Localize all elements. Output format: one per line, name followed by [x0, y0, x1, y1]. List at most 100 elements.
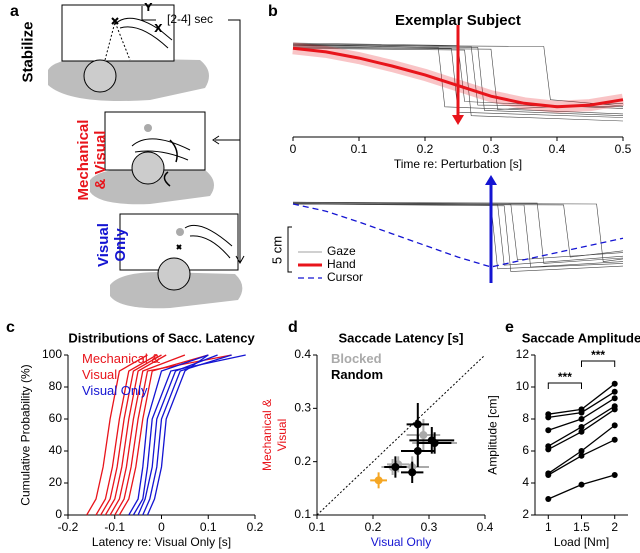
event-arrow-head [485, 175, 497, 185]
x-tick-label: 2 [611, 520, 618, 534]
arrow-heads [212, 135, 245, 265]
chart-title: Exemplar Subject [395, 12, 521, 29]
point [430, 439, 439, 447]
panel-label: e [505, 319, 514, 336]
screen [61, 4, 175, 62]
schematic: Y X [48, 2, 245, 309]
marker [545, 446, 552, 453]
trace [292, 201, 624, 266]
trace [86, 354, 148, 516]
axes-icon [141, 6, 156, 21]
x-tick-label: -0.1 [104, 520, 125, 534]
marker [611, 436, 618, 443]
chart-title: Distributions of Sacc. Latency [68, 330, 255, 345]
delay-label: [2-4] sec [167, 12, 213, 26]
x-tick-label: 0.1 [351, 142, 368, 156]
y-axis-label: Cumulative Probability (%) [18, 364, 33, 506]
hand [114, 17, 173, 49]
chart-title: Saccade Amplitude [522, 330, 640, 345]
legend-label: Random [331, 367, 383, 382]
y-tick-label: 4 [522, 475, 529, 489]
legend-label: Visual Only [82, 383, 148, 398]
trace [292, 44, 624, 107]
head [83, 59, 117, 93]
trace [292, 48, 624, 122]
trace [100, 354, 162, 516]
panel-label: d [288, 319, 298, 336]
x-tick-label: 0.4 [477, 520, 494, 534]
marker [611, 406, 618, 413]
marker [611, 472, 618, 478]
identity-line [316, 354, 486, 516]
point [419, 431, 428, 439]
x-axis-label: Visual Only [371, 535, 431, 549]
line [292, 203, 624, 268]
x-axis-label: Load [Nm] [554, 535, 609, 549]
timing-line [215, 19, 241, 262]
trace [292, 45, 624, 116]
condition-label: Visual Only [95, 223, 129, 267]
y-tick-label: 0.1 [294, 507, 311, 521]
marker [611, 380, 618, 387]
trace [137, 354, 218, 516]
axis-x: X [155, 24, 162, 35]
trace [118, 354, 209, 516]
condition-label: Mechanical & Visual [75, 119, 109, 201]
x-tick-label: 0.1 [309, 520, 326, 534]
significance-bracket [547, 382, 582, 389]
x-tick-label: 0.4 [549, 142, 566, 156]
legend-label: Blocked [331, 351, 382, 366]
x-axis-label: Time re: Perturbation [s] [394, 157, 522, 171]
x-tick-label: 0.5 [615, 142, 632, 156]
significance-label: *** [558, 370, 572, 384]
table-shadow [90, 168, 214, 205]
trace [292, 203, 624, 258]
legend-label: Cursor [327, 270, 363, 284]
axis-y: Y [145, 3, 152, 14]
chart-title: Saccade Latency [s] [338, 330, 463, 345]
legend: Blocked Random [331, 351, 411, 383]
marker [545, 414, 552, 421]
trace [146, 354, 209, 516]
marker [578, 452, 585, 459]
legend: Mechanical & Visual Visual Only [82, 351, 162, 399]
y-axis-label: Mechanical & Visual [260, 398, 289, 472]
point [408, 468, 417, 477]
head [157, 257, 191, 291]
trace [95, 354, 158, 516]
point [391, 463, 400, 471]
y-tick-label: 100 [42, 347, 62, 361]
y-tick-label: 2 [522, 507, 529, 521]
x-tick-label: 0.2 [417, 142, 434, 156]
y-tick-label: 0.3 [294, 401, 311, 415]
head [131, 151, 165, 185]
event-arrow-head [452, 115, 464, 125]
y-tick-label: 10 [516, 379, 530, 393]
scale-bar-label: 5 cm [269, 235, 285, 264]
marker [611, 422, 618, 429]
y-axis-label: Amplitude [cm] [485, 395, 500, 475]
marker [611, 395, 618, 402]
marker [578, 409, 585, 416]
trace [292, 202, 624, 262]
trace [292, 46, 624, 118]
torque-arrow [163, 139, 178, 187]
legend-label: Gaze [327, 244, 356, 258]
x-tick-label: 1 [545, 520, 552, 534]
trace [292, 201, 624, 264]
legend-label: Hand [327, 257, 356, 271]
legend-label: Mechanical & Visual [82, 351, 161, 382]
y-tick-label: 80 [49, 379, 63, 393]
x-axis-label: Latency re: Visual Only [s] [92, 535, 231, 549]
table-shadow [48, 58, 209, 101]
x-tick-label: 0 [290, 142, 297, 156]
y-tick-label: 40 [49, 443, 63, 457]
marker [578, 428, 585, 435]
y-tick-label: 60 [49, 411, 63, 425]
scale-bar [287, 226, 292, 273]
x-tick-label: 0.3 [421, 520, 438, 534]
significance-label: *** [591, 348, 605, 362]
hand [184, 224, 233, 259]
y-tick-label: 0.4 [294, 347, 311, 361]
trace [109, 354, 186, 516]
